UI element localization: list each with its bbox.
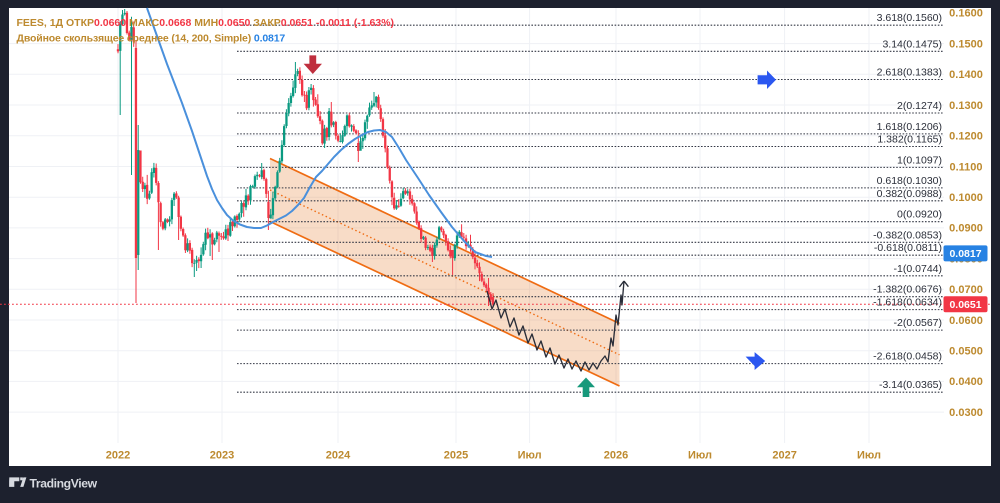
svg-text:Двойное скользящее среднее (14: Двойное скользящее среднее (14, 200, Sim… bbox=[17, 33, 286, 45]
svg-text:0.0700: 0.0700 bbox=[949, 284, 983, 296]
svg-text:-2(0.0567): -2(0.0567) bbox=[894, 317, 942, 329]
svg-text:2.618(0.1383): 2.618(0.1383) bbox=[877, 67, 942, 79]
svg-text:2024: 2024 bbox=[326, 450, 351, 462]
svg-text:0.0300: 0.0300 bbox=[949, 407, 983, 419]
svg-text:1(0.1097): 1(0.1097) bbox=[897, 154, 942, 166]
svg-text:3.14(0.1475): 3.14(0.1475) bbox=[882, 38, 942, 50]
svg-text:-1(0.0744): -1(0.0744) bbox=[894, 263, 942, 275]
svg-text:-1.382(0.0676): -1.382(0.0676) bbox=[873, 284, 942, 296]
svg-text:Июл: Июл bbox=[518, 450, 542, 462]
svg-text:-2.618(0.0458): -2.618(0.0458) bbox=[873, 351, 942, 363]
svg-text:0.1500: 0.1500 bbox=[949, 38, 983, 50]
svg-text:0.0817: 0.0817 bbox=[949, 248, 981, 260]
svg-text:-3.14(0.0365): -3.14(0.0365) bbox=[879, 379, 942, 391]
svg-text:0.618(0.1030): 0.618(0.1030) bbox=[877, 175, 942, 187]
svg-text:2027: 2027 bbox=[772, 450, 796, 462]
svg-text:0.0600: 0.0600 bbox=[949, 315, 983, 327]
svg-text:1.382(0.1165): 1.382(0.1165) bbox=[877, 134, 942, 146]
svg-text:Июл: Июл bbox=[688, 450, 712, 462]
svg-text:0.1000: 0.1000 bbox=[949, 192, 983, 204]
svg-text:2022: 2022 bbox=[106, 450, 130, 462]
svg-text:0.1200: 0.1200 bbox=[949, 131, 983, 143]
svg-text:TradingView: TradingView bbox=[30, 476, 98, 490]
svg-text:0.382(0.0988): 0.382(0.0988) bbox=[877, 188, 942, 200]
svg-text:2023: 2023 bbox=[210, 450, 234, 462]
svg-text:2026: 2026 bbox=[604, 450, 628, 462]
svg-text:FEES, 1Д ОТКР0.0660 МАКС0.06: FEES, 1Д ОТКР0.0660 МАКС0.0668 МИН0.0650… bbox=[17, 17, 395, 29]
svg-text:0.0500: 0.0500 bbox=[949, 346, 983, 358]
svg-text:3.618(0.1560): 3.618(0.1560) bbox=[877, 12, 942, 24]
svg-text:0.0400: 0.0400 bbox=[949, 376, 983, 388]
svg-text:0.0651: 0.0651 bbox=[949, 299, 981, 311]
svg-text:0.1300: 0.1300 bbox=[949, 100, 983, 112]
svg-text:Июл: Июл bbox=[857, 450, 881, 462]
svg-text:1.618(0.1206): 1.618(0.1206) bbox=[877, 121, 942, 133]
svg-text:0.0900: 0.0900 bbox=[949, 223, 983, 235]
svg-text:2025: 2025 bbox=[444, 450, 468, 462]
svg-text:0.1400: 0.1400 bbox=[949, 69, 983, 81]
svg-text:-0.382(0.0853): -0.382(0.0853) bbox=[873, 229, 942, 241]
svg-text:0.1100: 0.1100 bbox=[949, 161, 982, 173]
svg-text:2(0.1274): 2(0.1274) bbox=[897, 100, 942, 112]
svg-text:0(0.0920): 0(0.0920) bbox=[897, 209, 942, 221]
svg-text:-0.618(0.0811): -0.618(0.0811) bbox=[874, 242, 942, 254]
svg-text:-1.618(0.0634): -1.618(0.0634) bbox=[873, 297, 942, 309]
svg-text:0.1600: 0.1600 bbox=[949, 8, 983, 20]
